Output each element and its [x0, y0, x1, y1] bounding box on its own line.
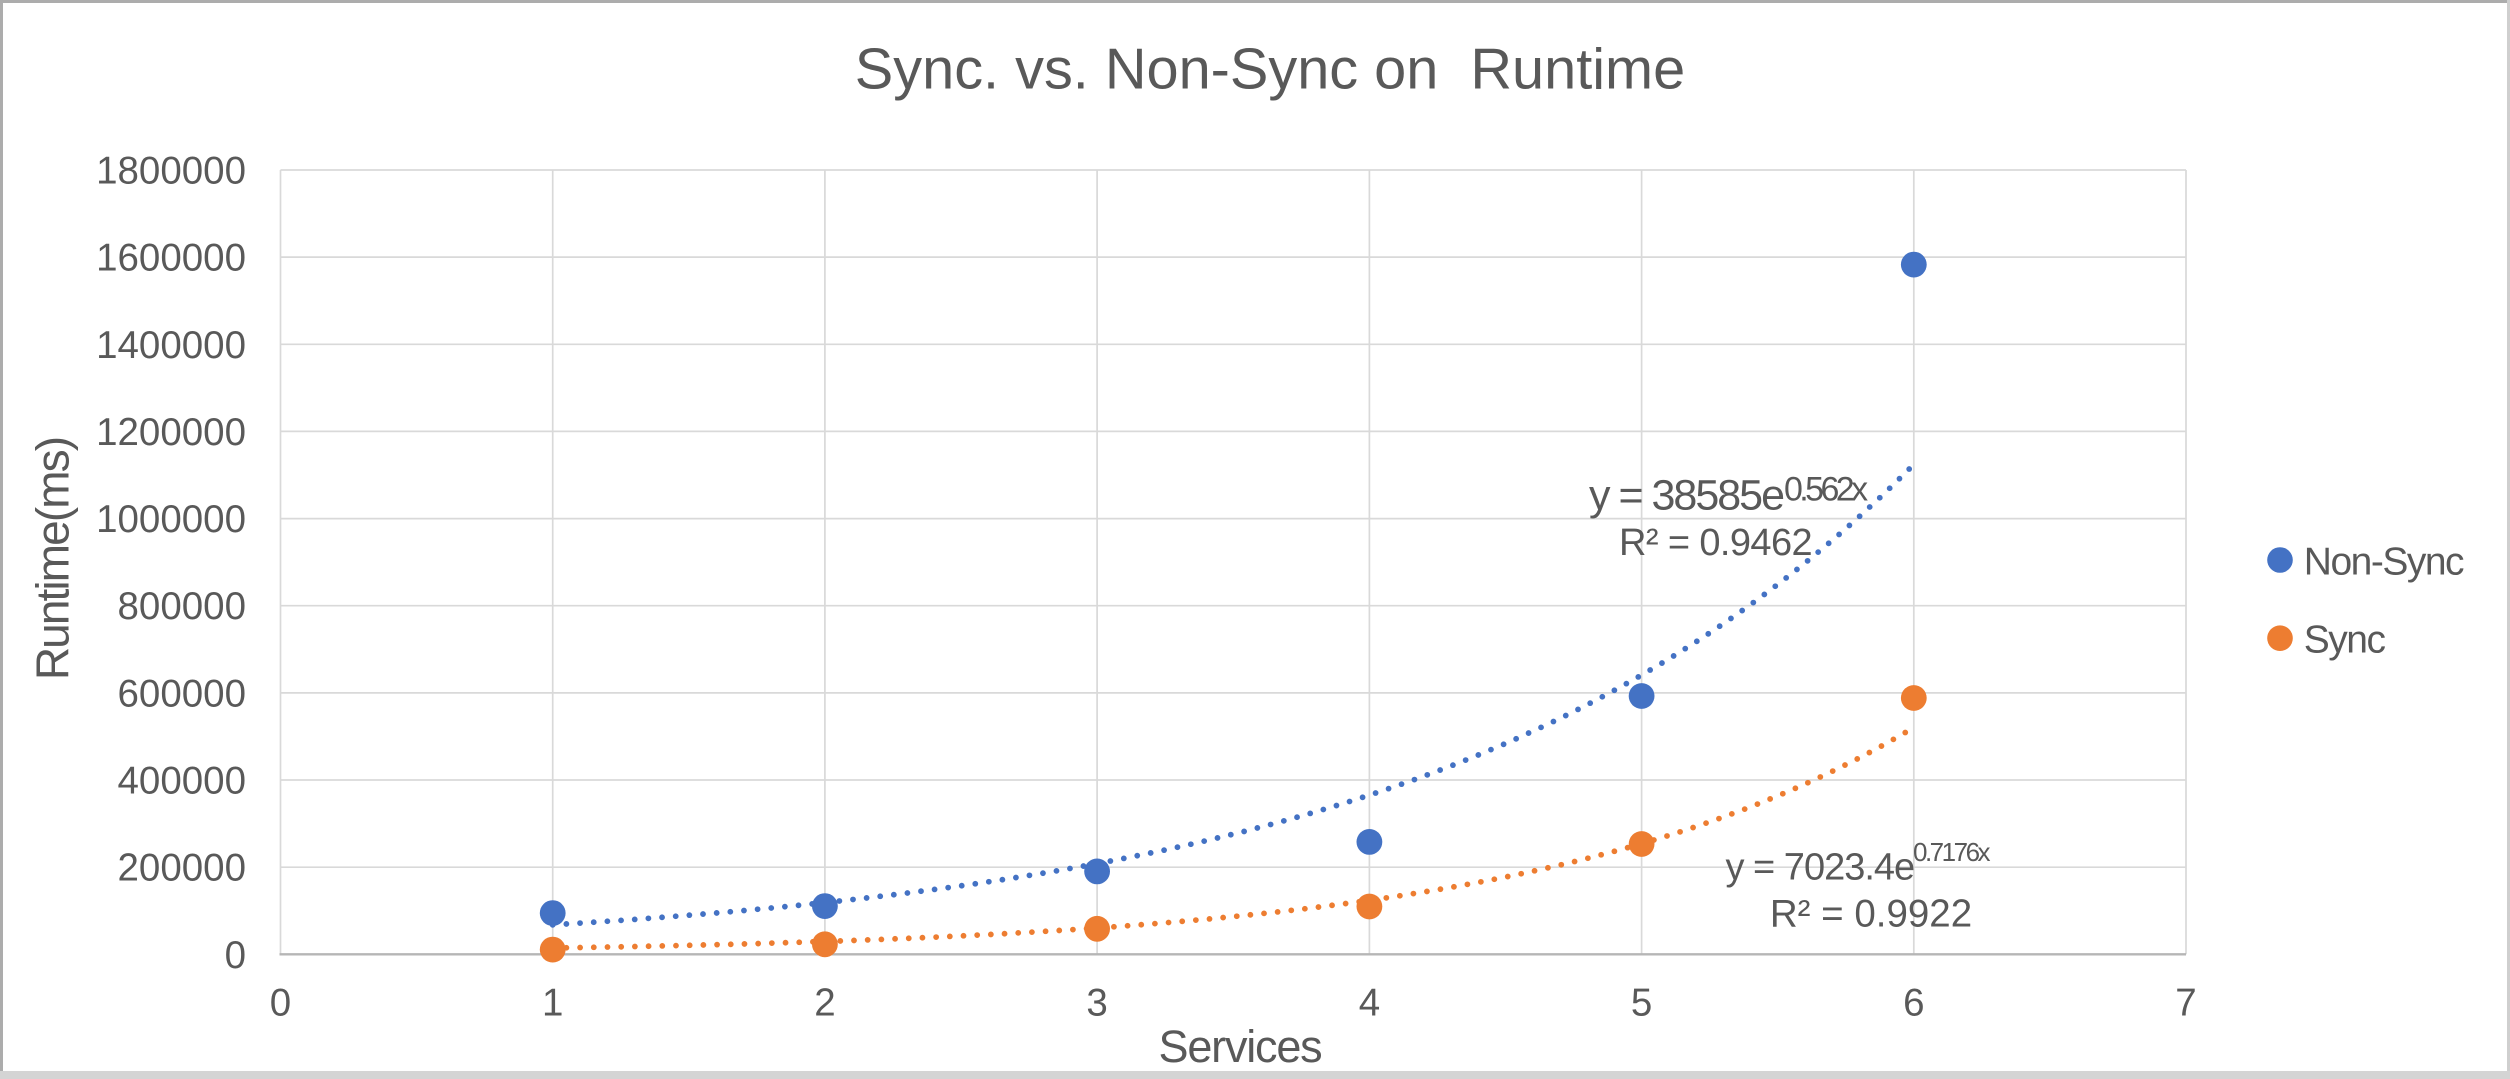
svg-text:y = 7023.4e: y = 7023.4e [1726, 847, 1915, 889]
svg-text:Sync: Sync [2304, 619, 2386, 662]
svg-text:Services: Services [1159, 1021, 1322, 1072]
svg-text:1400000: 1400000 [96, 324, 246, 367]
svg-text:1200000: 1200000 [96, 411, 246, 454]
svg-text:600000: 600000 [118, 672, 246, 715]
svg-text:2: 2 [814, 982, 835, 1025]
svg-text:400000: 400000 [118, 760, 246, 803]
svg-text:0.562x: 0.562x [1784, 471, 1868, 509]
svg-text:Non-Sync: Non-Sync [2304, 541, 2464, 584]
svg-text:Runtime(ms): Runtime(ms) [27, 438, 79, 680]
svg-text:800000: 800000 [118, 585, 246, 628]
svg-text:R² = 0.9922: R² = 0.9922 [1770, 893, 1972, 936]
svg-text:1800000: 1800000 [96, 150, 246, 193]
svg-text:1600000: 1600000 [96, 237, 246, 280]
svg-text:y = 38585e: y = 38585e [1589, 472, 1783, 520]
svg-text:0.7176x: 0.7176x [1913, 837, 1991, 867]
svg-text:3: 3 [1086, 982, 1107, 1025]
svg-text:1: 1 [542, 982, 563, 1025]
svg-text:7: 7 [2175, 982, 2196, 1025]
svg-text:6: 6 [1903, 982, 1924, 1025]
svg-text:0: 0 [225, 934, 246, 977]
svg-text:0: 0 [270, 982, 291, 1025]
svg-text:4: 4 [1359, 982, 1380, 1025]
svg-text:5: 5 [1631, 982, 1652, 1025]
svg-text:1000000: 1000000 [96, 498, 246, 541]
svg-text:R² = 0.9462: R² = 0.9462 [1619, 522, 1812, 564]
svg-text:Sync. vs. Non-Sync on Runtime: Sync. vs. Non-Sync on Runtime [855, 37, 1685, 101]
svg-text:200000: 200000 [118, 847, 246, 890]
